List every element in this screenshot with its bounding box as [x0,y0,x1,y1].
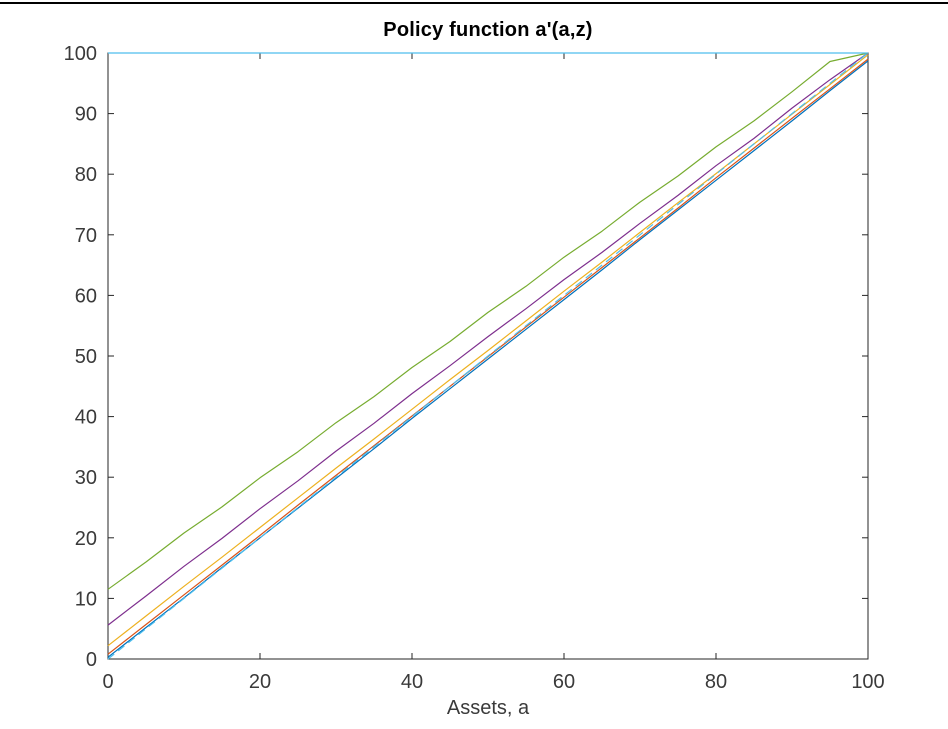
45-degree-line [107,52,869,660]
y-tick-label: 0 [86,649,97,671]
y-tick-label: 60 [75,285,97,307]
chart-title: Policy function a'(a,z) [383,19,593,41]
x-tick-label: 80 [705,671,727,693]
x-tick-label: 0 [102,671,113,693]
y-tick-label: 10 [75,588,97,610]
y-tick-label: 80 [75,164,97,186]
y-tick-label: 70 [75,225,97,247]
y-tick-label: 100 [64,43,97,65]
y-tick-label: 20 [75,528,97,550]
policy-z5 [107,52,869,590]
y-tick-label: 90 [75,104,97,126]
x-tick-label: 100 [851,671,884,693]
x-tick-label: 40 [401,671,423,693]
x-tick-label: 60 [553,671,575,693]
window-top-border [0,2,948,4]
x-tick-label: 20 [249,671,271,693]
x-axis-label: Assets, a [446,697,530,719]
policy-z4 [107,52,869,626]
y-tick-label: 50 [75,346,97,368]
y-tick-label: 40 [75,407,97,429]
y-tick-label: 30 [75,467,97,489]
